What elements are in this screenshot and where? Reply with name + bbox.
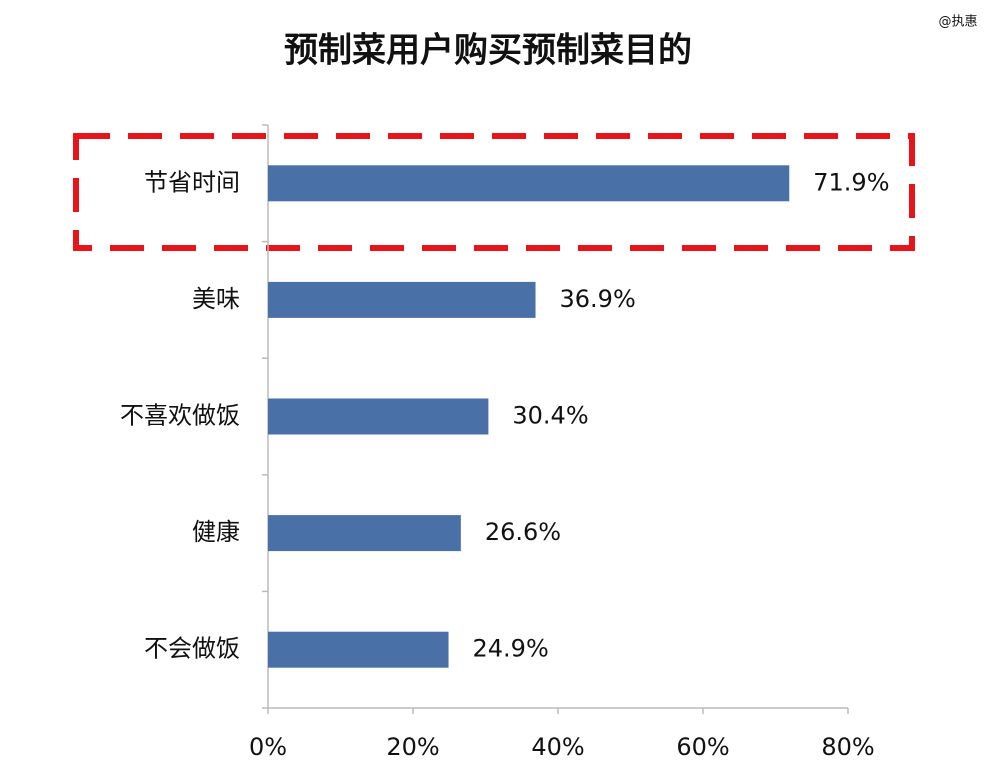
x-tick-label: 60% [676, 733, 729, 761]
bar [268, 165, 790, 202]
bar [268, 398, 489, 435]
x-tick-label: 20% [386, 733, 439, 761]
bar [268, 631, 449, 668]
y-tick-label: 不喜欢做饭 [120, 402, 240, 430]
value-label: 26.6% [485, 518, 561, 546]
x-tick-label: 0% [249, 733, 287, 761]
chart-title: 预制菜用户购买预制菜目的 [284, 31, 692, 71]
watermark: @执惠 [938, 15, 977, 30]
y-tick-label: 节省时间 [144, 168, 240, 196]
y-tick-label: 不会做饭 [144, 635, 240, 663]
value-label: 24.9% [473, 635, 549, 663]
x-tick-label: 80% [821, 733, 874, 761]
bar [268, 515, 461, 552]
bar [268, 281, 536, 318]
x-tick-label: 40% [531, 733, 584, 761]
value-label: 71.9% [813, 168, 889, 196]
value-label: 30.4% [512, 402, 588, 430]
value-label: 36.9% [560, 285, 636, 313]
y-tick-label: 美味 [192, 285, 240, 313]
highlight-box [73, 133, 915, 251]
y-tick-label: 健康 [192, 518, 240, 546]
